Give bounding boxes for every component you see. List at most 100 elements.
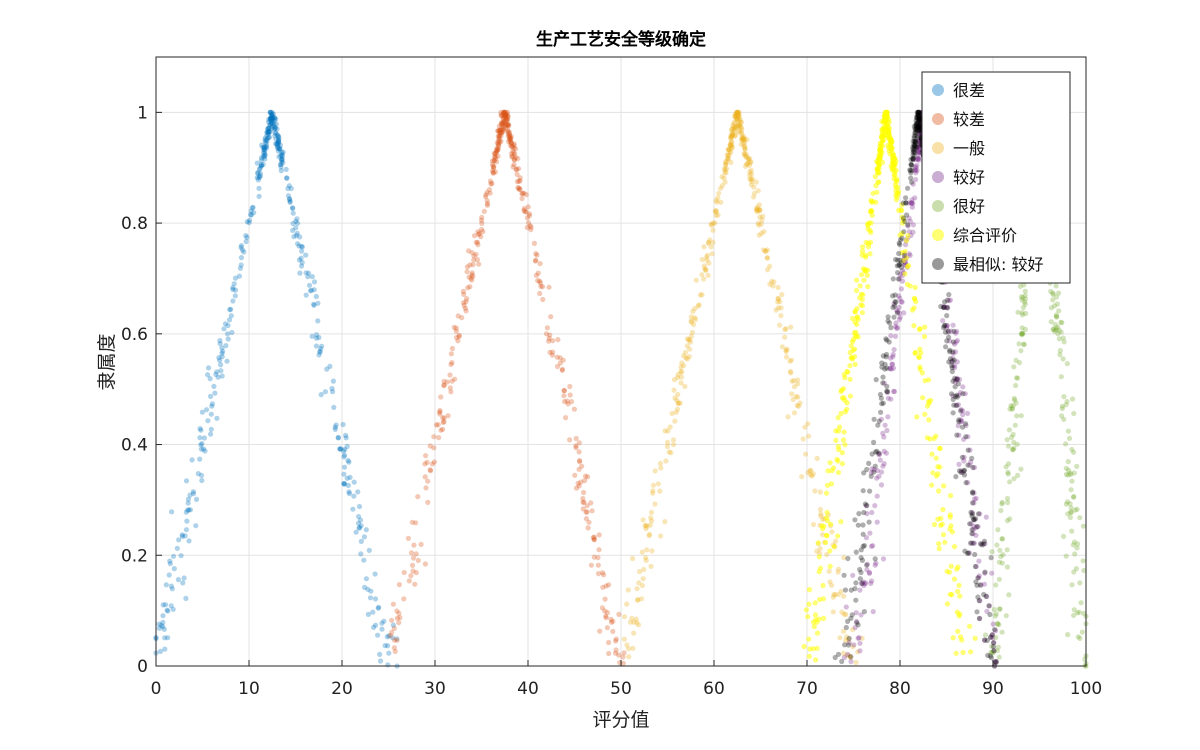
data-point xyxy=(509,143,515,149)
data-point xyxy=(741,136,747,143)
data-point xyxy=(727,143,734,149)
data-point xyxy=(735,109,741,115)
data-point xyxy=(966,550,973,556)
data-point xyxy=(971,500,977,506)
data-point xyxy=(1051,303,1058,309)
data-point xyxy=(911,149,917,155)
data-point xyxy=(978,541,985,547)
data-point xyxy=(1061,533,1067,540)
data-point xyxy=(991,606,997,613)
data-point xyxy=(933,433,939,439)
data-point xyxy=(913,129,919,136)
data-point xyxy=(815,540,821,546)
data-point xyxy=(915,109,921,115)
data-point xyxy=(1061,416,1067,422)
data-point xyxy=(519,190,525,197)
data-point xyxy=(747,160,754,166)
data-point xyxy=(1018,294,1024,300)
data-point xyxy=(625,587,631,593)
data-point xyxy=(855,522,861,528)
data-point xyxy=(493,159,500,165)
data-point xyxy=(765,267,771,273)
data-point xyxy=(847,393,854,399)
data-point xyxy=(810,521,817,528)
data-point xyxy=(580,506,586,512)
data-point xyxy=(787,368,794,375)
data-point xyxy=(848,587,854,593)
data-point xyxy=(575,480,581,486)
data-point xyxy=(908,162,914,168)
data-point xyxy=(842,587,849,593)
data-point xyxy=(737,124,743,130)
data-point xyxy=(915,109,922,115)
data-point xyxy=(546,338,552,344)
data-point xyxy=(185,500,191,506)
data-point xyxy=(269,114,275,120)
data-point xyxy=(478,234,484,240)
data-point xyxy=(261,145,267,151)
data-point xyxy=(917,131,923,137)
data-point xyxy=(994,648,1000,654)
data-point xyxy=(470,262,476,268)
data-point xyxy=(713,212,719,218)
data-point xyxy=(741,137,747,143)
data-point xyxy=(955,402,962,408)
data-point xyxy=(735,109,741,115)
data-point xyxy=(630,555,636,562)
data-point xyxy=(1004,547,1010,553)
data-point xyxy=(956,582,962,588)
data-point xyxy=(880,374,886,380)
data-point xyxy=(266,129,272,136)
data-point xyxy=(888,333,894,339)
data-point xyxy=(947,338,953,344)
data-point xyxy=(236,273,242,279)
data-point xyxy=(555,337,561,343)
data-point xyxy=(567,437,573,443)
data-point xyxy=(891,388,897,394)
data-point xyxy=(175,577,181,583)
data-point xyxy=(277,146,283,152)
data-point xyxy=(547,332,553,338)
data-point xyxy=(157,648,164,655)
data-point xyxy=(621,636,627,642)
data-point xyxy=(943,304,950,311)
data-point xyxy=(274,141,281,147)
data-point xyxy=(330,378,336,384)
data-point xyxy=(875,158,881,165)
data-point xyxy=(431,434,437,440)
data-point xyxy=(838,410,844,417)
data-point xyxy=(256,193,262,199)
data-point xyxy=(189,457,195,463)
data-point xyxy=(448,361,454,367)
data-point xyxy=(599,605,606,611)
data-point xyxy=(269,109,275,115)
data-point xyxy=(956,461,962,467)
data-point xyxy=(274,144,280,150)
data-point xyxy=(793,393,799,400)
data-point xyxy=(989,549,995,555)
data-point xyxy=(706,260,712,266)
data-point xyxy=(940,304,947,311)
data-point xyxy=(767,281,773,287)
data-point xyxy=(508,133,514,140)
x-tick-label: 0 xyxy=(151,679,162,699)
data-point xyxy=(690,308,696,314)
data-point xyxy=(712,208,718,214)
data-point xyxy=(896,304,902,310)
data-point xyxy=(878,395,884,401)
data-point xyxy=(964,550,971,556)
data-point xyxy=(341,471,347,477)
data-point xyxy=(170,553,177,559)
data-point xyxy=(949,391,955,397)
data-point xyxy=(505,139,512,145)
data-point xyxy=(630,645,636,651)
data-point xyxy=(830,609,836,615)
data-point xyxy=(1063,465,1069,471)
data-point xyxy=(494,147,500,153)
data-point xyxy=(907,218,914,224)
data-point xyxy=(501,118,507,124)
data-point xyxy=(498,130,505,136)
data-point xyxy=(255,170,261,176)
data-point xyxy=(1018,331,1024,337)
data-point xyxy=(1004,437,1010,443)
